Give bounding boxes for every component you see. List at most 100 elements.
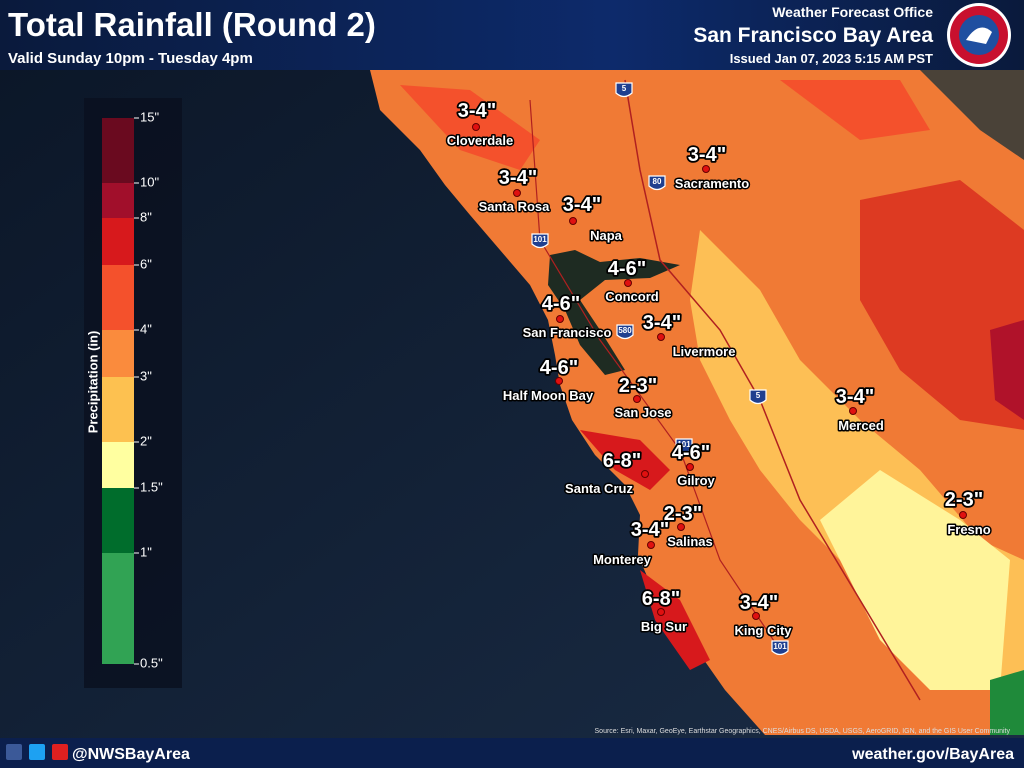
city-dot [556, 315, 564, 323]
shield-shape [771, 640, 789, 656]
shield-label: 101 [677, 440, 691, 449]
social-handle[interactable]: @NWSBayArea [72, 746, 190, 763]
city-dot [677, 523, 685, 531]
city-amount: 3-4" [688, 144, 726, 166]
subtitle: Valid Sunday 10pm - Tuesday 4pm [8, 50, 253, 67]
city-dot [657, 333, 665, 341]
coast-red [580, 430, 710, 670]
north-red [400, 80, 930, 170]
city-amount: 4-6" [540, 357, 578, 379]
office-label: Weather Forecast Office [772, 4, 933, 20]
legend-swatch [102, 442, 134, 488]
city-name: Sacramento [675, 176, 749, 191]
legend-label: 1.5" [140, 479, 163, 494]
legend-label: 4" [140, 321, 152, 336]
city-name: Fresno [947, 522, 990, 537]
office-name: San Francisco Bay Area [693, 24, 933, 47]
legend: 15" 10" 8" 6" 4" 3" 2" 1.5" 1" 0.5" [102, 109, 163, 670]
shield-label: 580 [618, 326, 632, 335]
city-dot [633, 395, 641, 403]
legend-label: 1" [140, 544, 152, 559]
city-name: Napa [590, 228, 623, 243]
twitter-icon[interactable] [29, 744, 45, 760]
legend-swatch [102, 118, 134, 183]
legend-swatch [102, 330, 134, 377]
city-dot [555, 377, 563, 385]
city-name: Monterey [593, 552, 652, 567]
facebook-icon[interactable] [6, 744, 22, 760]
city-amount: 6-8" [642, 588, 680, 610]
shield-label: 101 [533, 235, 547, 244]
valley-light [820, 470, 1010, 690]
city-dot [752, 612, 760, 620]
shield-shape [531, 233, 549, 249]
city-amount: 4-6" [608, 258, 646, 280]
youtube-icon[interactable] [52, 744, 68, 760]
city-amount: 3-4" [499, 167, 537, 189]
city-dot [472, 123, 480, 131]
city-name: San Jose [614, 405, 671, 420]
city-name: Merced [838, 418, 884, 433]
shield-shape [615, 82, 633, 98]
city-name: Santa Cruz [565, 481, 633, 496]
bay [548, 250, 680, 375]
sierra-red [860, 180, 1024, 430]
shield-label: 80 [653, 177, 662, 186]
city-dot [513, 189, 521, 197]
shield-shape [616, 324, 634, 340]
legend-swatch [102, 553, 134, 664]
legend-label: 2" [140, 433, 152, 448]
legend-label: 6" [140, 256, 152, 271]
city-amount: 2-3" [664, 503, 702, 525]
city-name: Concord [605, 289, 659, 304]
city-amount: 3-4" [631, 519, 669, 541]
issued: Issued Jan 07, 2023 5:15 AM PST [730, 51, 933, 66]
city-amount: 2-3" [945, 489, 983, 511]
city-dot [624, 279, 632, 287]
legend-label: 10" [140, 174, 159, 189]
sierra-darkred [990, 320, 1024, 420]
city-dot [686, 463, 694, 471]
city-amount: 4-6" [672, 442, 710, 464]
legend-swatch [102, 218, 134, 265]
legend-title: Precipitation (in) [85, 331, 100, 434]
legend-label: 0.5" [140, 655, 163, 670]
nevada [920, 70, 1024, 160]
city-name: King City [734, 623, 792, 638]
legend-swatch [102, 377, 134, 442]
city-name: Gilroy [677, 473, 715, 488]
city-amount: 6-8" [603, 450, 641, 472]
city-name: Big Sur [641, 619, 687, 634]
legend-swatch [102, 265, 134, 330]
city-dot [647, 541, 655, 549]
shield-label: 101 [773, 642, 787, 651]
city-name: Cloverdale [447, 133, 513, 148]
city-amount: 3-4" [643, 312, 681, 334]
city-name: San Francisco [523, 325, 612, 340]
nws-logo [947, 3, 1011, 67]
legend-label: 8" [140, 209, 152, 224]
footer-bar [0, 738, 1024, 768]
city-dot [702, 165, 710, 173]
south-green [990, 670, 1024, 735]
map-credit: Source: Esri, Maxar, GeoEye, Earthstar G… [595, 728, 1011, 735]
city-amount: 2-3" [619, 375, 657, 397]
legend-label: 15" [140, 109, 159, 124]
title: Total Rainfall (Round 2) [8, 6, 376, 43]
cities: 3-4" Cloverdale 3-4" Santa Rosa 3-4" Napa 3-4"… [445, 98, 992, 639]
city-amount: 4-6" [542, 293, 580, 315]
website[interactable]: weather.gov/BayArea [851, 746, 1014, 763]
shield-shape [749, 389, 767, 405]
shield-label: 5 [622, 84, 627, 93]
city-dot [641, 470, 649, 478]
interstate-5 [624, 79, 921, 701]
city-amount: 3-4" [740, 592, 778, 614]
legend-label: 3" [140, 368, 152, 383]
city-dot [569, 217, 577, 225]
shield-shape [648, 175, 666, 191]
city-amount: 3-4" [563, 194, 601, 216]
city-name: Half Moon Bay [503, 388, 594, 403]
city-name: Salinas [667, 534, 713, 549]
